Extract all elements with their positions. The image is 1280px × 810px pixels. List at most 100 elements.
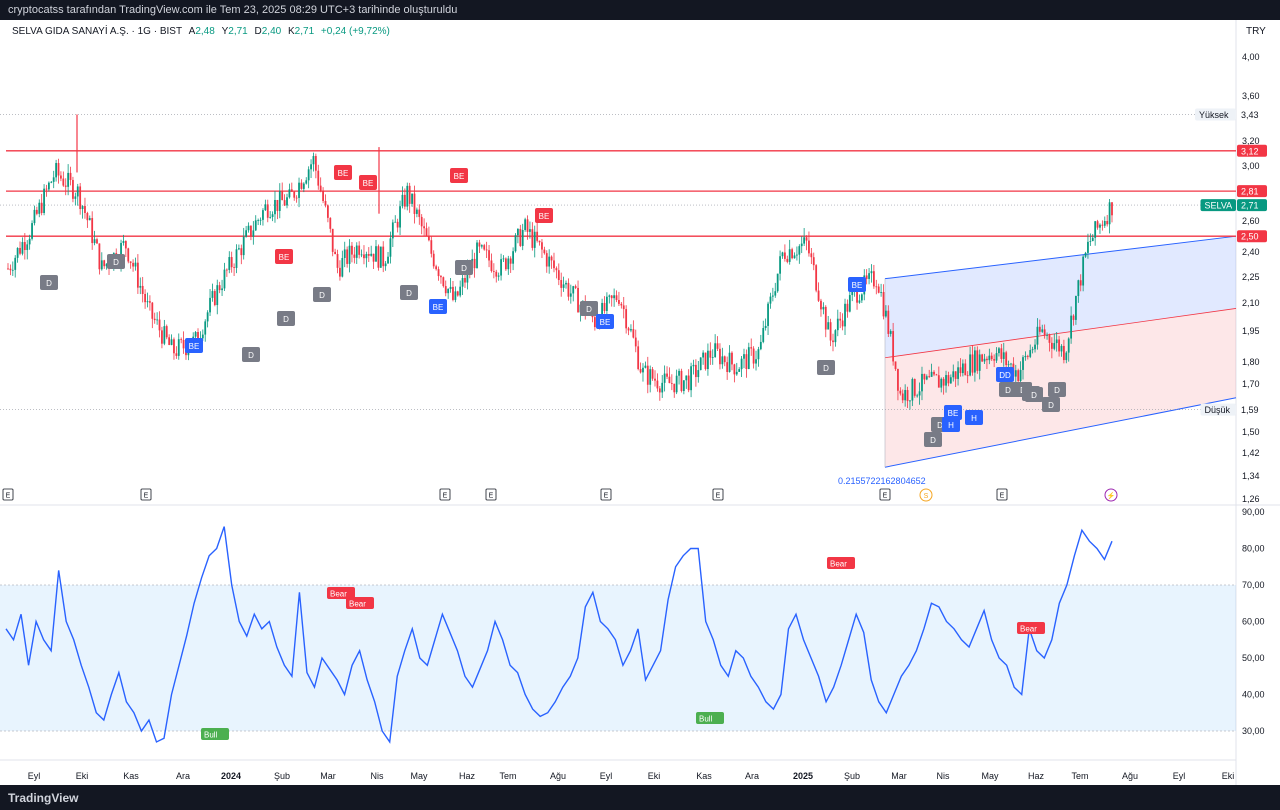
signal-marker	[334, 165, 352, 180]
tradingview-logo[interactable]: TradingView	[8, 791, 79, 805]
candle-body	[656, 380, 659, 389]
signal-label: BE	[433, 303, 444, 312]
candle-body	[1036, 326, 1039, 345]
candle-body	[694, 364, 697, 378]
candle-body	[839, 318, 842, 321]
signal-label: D	[461, 264, 467, 273]
change-value: +0,24 (+9,72%)	[320, 26, 390, 37]
candle-body	[14, 257, 17, 270]
candle-body	[959, 367, 962, 374]
candle-body	[11, 269, 14, 271]
candle-body	[567, 282, 570, 297]
candle-body	[776, 273, 779, 292]
candle-body	[560, 280, 563, 288]
candle-body	[721, 356, 724, 365]
candle-body	[367, 253, 370, 256]
price-marker-box	[1237, 230, 1267, 243]
price-tick-label: 1,70	[1242, 379, 1260, 389]
price-tick-label: 3,00	[1242, 161, 1260, 171]
candle-body	[413, 193, 416, 214]
candle-body	[257, 220, 260, 221]
candle-body	[454, 291, 457, 300]
candle-body	[230, 257, 233, 268]
candle-body	[57, 163, 60, 176]
candle-body	[916, 395, 919, 397]
signal-marker	[313, 287, 331, 302]
candle-body	[7, 268, 9, 270]
rsi-band	[0, 585, 1236, 731]
candle-body	[774, 291, 777, 296]
candle-body	[1065, 352, 1068, 361]
candle-body	[216, 285, 219, 306]
divergence-label-box	[827, 557, 855, 569]
candle-body	[430, 240, 433, 254]
candle-body	[865, 275, 868, 279]
signal-marker	[400, 285, 418, 300]
candle-body	[384, 263, 387, 267]
bottom-bar: TradingView	[0, 785, 1280, 810]
earnings-marker-label: E	[716, 493, 721, 500]
candle-body	[428, 236, 430, 241]
candle-body	[937, 375, 940, 388]
candle-body	[64, 185, 67, 187]
candle-body	[872, 271, 875, 287]
rsi-tick-label: 80,00	[1242, 544, 1265, 554]
chart-panel[interactable]: 4,00 3,60 3,20 3,00 2,60 2,40 2,25 2,10 1,95 1,80…	[0, 20, 1280, 785]
candle-body	[593, 317, 596, 328]
open-value: 2,48	[195, 26, 215, 37]
candle-body	[942, 378, 945, 386]
time-tick-label: Şub	[274, 771, 290, 781]
candle-body	[134, 262, 137, 267]
candle-body	[290, 189, 293, 192]
candle-body	[461, 277, 464, 287]
candle-body	[228, 257, 231, 270]
candle-body	[697, 370, 700, 378]
candle-body	[666, 373, 668, 377]
candle-body	[105, 263, 108, 267]
candle-body	[456, 291, 459, 296]
candle-body	[940, 378, 943, 388]
candle-body	[365, 253, 368, 259]
candle-body	[627, 328, 630, 331]
candle-body	[517, 228, 519, 236]
candle-body	[750, 347, 753, 349]
candle-body	[238, 248, 240, 250]
candle-body	[726, 362, 729, 372]
candle-body	[651, 369, 654, 379]
candle-body	[569, 293, 572, 297]
signal-label: D	[1048, 401, 1054, 410]
candle-body	[242, 236, 245, 256]
candle-body	[69, 172, 72, 180]
candle-body	[252, 230, 255, 237]
signal-label: H	[971, 414, 977, 423]
candle-body	[858, 300, 861, 303]
price-marker-value: 2,71	[1241, 201, 1259, 211]
candle-body	[990, 355, 993, 360]
candle-body	[1053, 343, 1056, 349]
candle-body	[998, 348, 1000, 354]
signal-label: D	[46, 279, 52, 288]
candle-body	[707, 350, 709, 370]
candle-body	[415, 209, 418, 214]
earnings-marker	[712, 488, 724, 501]
chart-svg[interactable]: 4,00 3,60 3,20 3,00 2,60 2,40 2,25 2,10 1,95 1,80…	[0, 20, 1280, 785]
candle-body	[360, 254, 363, 256]
signal-label: D	[1005, 386, 1011, 395]
signal-label: BE	[338, 169, 349, 178]
candle-body	[526, 219, 529, 232]
candle-body	[966, 375, 969, 377]
candle-body	[60, 175, 62, 179]
price-marker-label-box	[1200, 199, 1236, 212]
price-tick-label: 1,42	[1242, 448, 1260, 458]
divergence-label-box	[201, 728, 229, 740]
candle-body	[201, 334, 204, 339]
candle-body	[820, 300, 822, 310]
candle-body	[661, 382, 664, 393]
price-marker-label-box	[1200, 403, 1236, 416]
candle-body	[1099, 224, 1101, 228]
candle-body	[444, 286, 447, 294]
candle-body	[945, 375, 947, 386]
signal-label: BE	[363, 179, 374, 188]
candle-body	[250, 225, 252, 237]
candle-body	[904, 390, 907, 401]
